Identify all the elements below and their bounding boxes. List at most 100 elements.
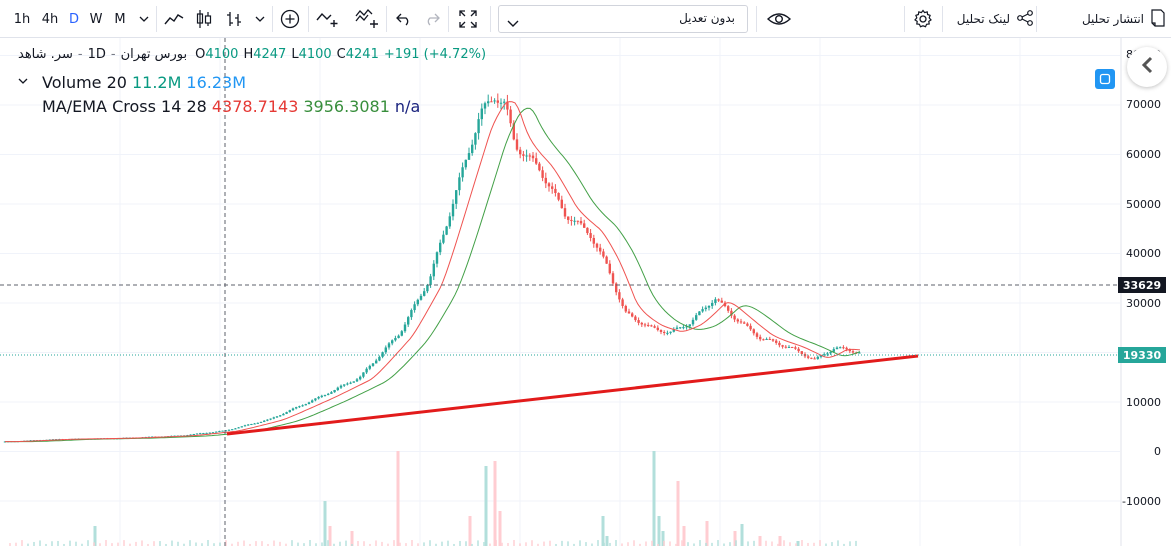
volume-bar [63, 543, 65, 546]
volume-bar [837, 540, 839, 546]
candle-body [227, 429, 231, 431]
volume-bar [303, 543, 305, 546]
volume-label: Volume 20 [42, 73, 127, 92]
candle-body [663, 331, 666, 334]
eye-visibility-icon[interactable] [762, 0, 796, 38]
candle-body [586, 227, 589, 234]
volume-bar [105, 540, 107, 546]
fullscreen-icon[interactable] [454, 0, 482, 38]
candle-body [410, 310, 413, 318]
volume-bar [171, 540, 173, 546]
interval-1h-button[interactable]: 1h [13, 11, 31, 27]
toggle-panel-button[interactable] [1127, 47, 1167, 87]
candle-body [192, 434, 195, 436]
candle-body [704, 307, 707, 310]
candle-body [467, 153, 471, 160]
volume-bar [807, 542, 809, 546]
volume-bar [489, 543, 491, 546]
publish-document-icon [1150, 8, 1166, 30]
volume-bar [195, 542, 197, 546]
candle-body [688, 324, 691, 327]
candle-body [365, 368, 368, 373]
ma-fast-value: 4378.7143 [211, 97, 299, 116]
candle-body [256, 422, 259, 424]
volume-bar [597, 540, 599, 546]
candle-body [311, 400, 314, 403]
legend-collapse-chevron-icon[interactable] [16, 74, 30, 88]
candles-chart-type-icon[interactable] [190, 0, 218, 38]
candle-body [823, 354, 826, 356]
volume-bar [339, 541, 341, 546]
compare-symbol-icon[interactable] [314, 0, 342, 38]
volume-bar [705, 521, 709, 546]
add-indicator-icon[interactable] [352, 0, 382, 38]
trendline-drawing[interactable] [226, 354, 919, 436]
candle-body [298, 406, 301, 408]
candle-body [656, 327, 659, 330]
candle-body [547, 183, 551, 187]
share-link-button[interactable]: لینک تحلیل [948, 0, 1034, 38]
candle-body [275, 416, 279, 418]
publish-analysis-button[interactable]: انتشار تحلیل [1042, 0, 1166, 38]
price-adjust-dropdown[interactable]: بدون تعدیل [498, 5, 748, 33]
volume-bar [93, 542, 95, 546]
indicators-icon[interactable] [220, 0, 248, 38]
volume-bar [45, 543, 47, 546]
volume-bar [267, 543, 269, 546]
volume-bar [381, 541, 383, 546]
volume-bar [615, 540, 617, 546]
volume-bar [57, 540, 59, 546]
volume-bar [639, 543, 641, 546]
candle-body [717, 299, 720, 301]
interval-dropdown-chevron-icon[interactable] [134, 0, 154, 38]
candle-body [787, 346, 791, 348]
interval-4h-button[interactable]: 4h [41, 11, 59, 27]
candle-body [637, 320, 640, 323]
volume-bar [333, 543, 335, 546]
add-plus-circle-icon[interactable] [276, 0, 304, 38]
volume-bar [747, 541, 749, 546]
volume-bar [627, 542, 629, 546]
volume-bar [21, 540, 23, 546]
interval-m-button[interactable]: M [114, 11, 126, 27]
candle-body [675, 327, 679, 330]
candle-body [224, 430, 227, 432]
interval-w-button[interactable]: W [89, 11, 103, 27]
candle-body [407, 317, 410, 325]
candle-body [503, 101, 506, 103]
candle-body [211, 432, 215, 434]
chevron-down-icon [507, 13, 519, 32]
volume-bar [309, 540, 311, 546]
volume-bar [621, 543, 623, 546]
candle-body [317, 396, 320, 399]
settings-gear-icon[interactable] [908, 0, 938, 38]
candle-body [730, 310, 733, 316]
price-chart[interactable] [0, 38, 1171, 546]
volume-bar [141, 540, 143, 546]
volume-bar [705, 542, 707, 546]
interval-d-button[interactable]: D [68, 11, 79, 27]
redo-icon[interactable] [420, 0, 444, 38]
candle-body [359, 376, 362, 380]
candle-body [858, 352, 861, 354]
volume-bar [350, 531, 354, 546]
ma-cross-label: MA/EMA Cross 14 28 [42, 97, 207, 116]
ma-cross-value: n/a [394, 97, 421, 116]
candle-body [755, 333, 759, 337]
candle-body [323, 394, 327, 396]
candle-body [506, 101, 509, 110]
candle-body [672, 329, 675, 332]
undo-icon[interactable] [392, 0, 416, 38]
candle-body [842, 347, 845, 349]
crosshair-price-label: 33629 [1118, 277, 1166, 293]
candle-body [240, 426, 243, 428]
candle-body [615, 283, 618, 293]
indicators-chevron-icon[interactable] [250, 0, 270, 38]
price-axis-label: 30000 [1126, 297, 1161, 310]
volume-bar [255, 541, 257, 546]
line-chart-type-icon[interactable] [160, 0, 188, 38]
auto-scale-button[interactable] [1095, 69, 1115, 89]
candle-body [611, 273, 615, 284]
candle-body [714, 299, 717, 303]
candle-body [471, 144, 474, 154]
